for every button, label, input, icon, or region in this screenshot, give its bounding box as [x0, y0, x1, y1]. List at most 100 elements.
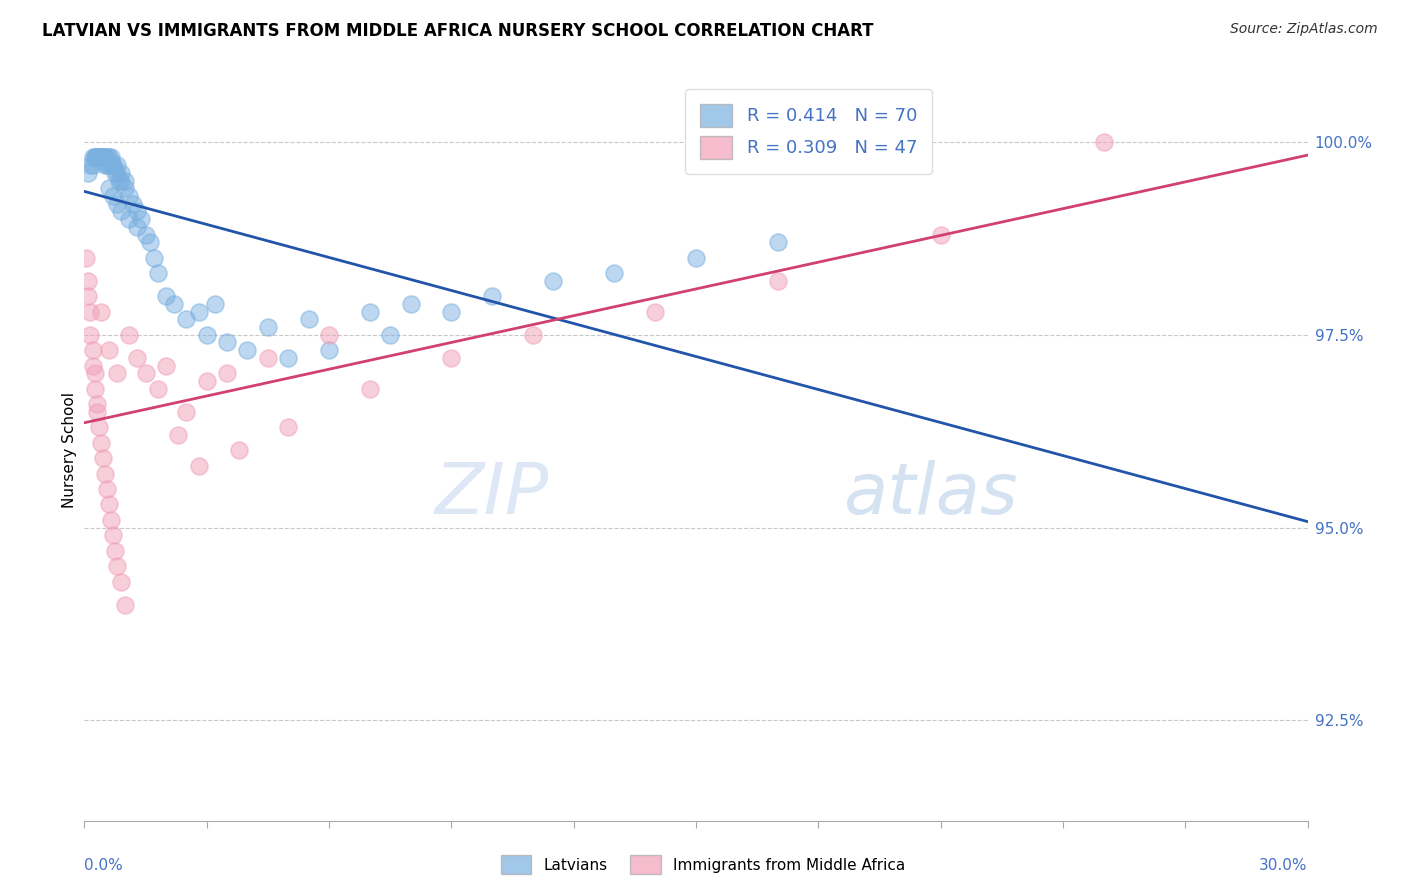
Point [110, 574, 132, 589]
Point [522, 327, 544, 342]
Point [82, 359, 104, 373]
Point [100, 158, 122, 172]
Point [90, 150, 112, 164]
Point [644, 304, 666, 318]
Point [217, 335, 239, 350]
Point [90, 435, 112, 450]
Point [481, 289, 503, 303]
Point [110, 204, 132, 219]
Point [79, 327, 101, 342]
Point [105, 166, 128, 180]
Point [277, 351, 299, 365]
Point [118, 212, 141, 227]
Point [87, 150, 110, 164]
Point [77, 166, 100, 180]
Point [318, 327, 340, 342]
Point [155, 289, 177, 303]
Point [131, 212, 153, 227]
Point [108, 173, 131, 187]
Point [100, 513, 122, 527]
Point [127, 204, 149, 219]
Point [97, 150, 120, 164]
Point [766, 235, 789, 250]
Point [79, 158, 101, 172]
Point [603, 266, 626, 280]
Point [685, 251, 707, 265]
Point [91, 451, 114, 466]
Text: Source: ZipAtlas.com: Source: ZipAtlas.com [1230, 22, 1378, 37]
Point [86, 397, 108, 411]
Point [318, 343, 340, 358]
Point [114, 173, 136, 187]
Point [135, 367, 157, 381]
Point [96, 482, 118, 496]
Point [257, 320, 280, 334]
Point [82, 343, 104, 358]
Point [90, 304, 112, 318]
Point [277, 420, 299, 434]
Point [142, 251, 165, 265]
Point [228, 443, 250, 458]
Text: 30.0%: 30.0% [1260, 858, 1308, 872]
Point [766, 274, 789, 288]
Point [174, 312, 197, 326]
Point [127, 351, 149, 365]
Point [127, 219, 149, 234]
Point [86, 150, 108, 164]
Point [77, 274, 100, 288]
Point [93, 150, 117, 164]
Point [204, 297, 226, 311]
Point [298, 312, 321, 326]
Point [105, 196, 128, 211]
Point [86, 150, 108, 164]
Point [90, 150, 112, 164]
Point [91, 150, 114, 164]
Point [236, 343, 259, 358]
Point [105, 367, 128, 381]
Point [110, 173, 132, 187]
Point [96, 150, 118, 164]
Point [86, 150, 108, 164]
Point [77, 289, 100, 303]
Text: 0.0%: 0.0% [84, 858, 124, 872]
Point [75, 251, 97, 265]
Point [97, 158, 120, 172]
Point [105, 559, 128, 574]
Point [101, 528, 124, 542]
Point [118, 327, 141, 342]
Point [87, 150, 110, 164]
Point [167, 428, 190, 442]
Point [138, 235, 160, 250]
Point [87, 420, 110, 434]
Point [96, 158, 118, 172]
Point [100, 150, 122, 164]
Point [110, 166, 132, 180]
Point [97, 343, 120, 358]
Point [114, 181, 136, 195]
Legend: Latvians, Immigrants from Middle Africa: Latvians, Immigrants from Middle Africa [495, 849, 911, 880]
Point [91, 150, 114, 164]
Point [105, 158, 128, 172]
Text: atlas: atlas [842, 460, 1018, 529]
Point [1092, 135, 1115, 149]
Point [83, 150, 105, 164]
Text: LATVIAN VS IMMIGRANTS FROM MIDDLE AFRICA NURSERY SCHOOL CORRELATION CHART: LATVIAN VS IMMIGRANTS FROM MIDDLE AFRICA… [42, 22, 873, 40]
Point [440, 351, 463, 365]
Point [359, 304, 381, 318]
Point [118, 189, 141, 203]
Point [101, 158, 124, 172]
Point [101, 158, 124, 172]
Point [543, 274, 565, 288]
Point [195, 374, 218, 388]
Point [380, 327, 402, 342]
Y-axis label: Nursery School: Nursery School [62, 392, 77, 508]
Point [187, 304, 209, 318]
Point [929, 227, 952, 242]
Point [122, 196, 145, 211]
Point [257, 351, 280, 365]
Point [82, 150, 104, 164]
Text: ZIP: ZIP [434, 460, 550, 529]
Point [399, 297, 422, 311]
Point [79, 304, 101, 318]
Point [101, 189, 124, 203]
